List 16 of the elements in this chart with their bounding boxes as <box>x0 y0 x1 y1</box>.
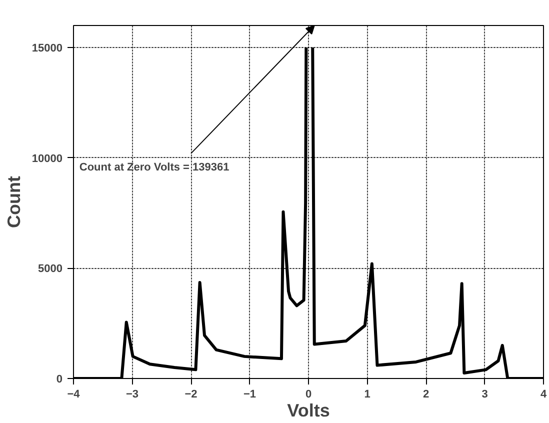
x-tick-label: 0 <box>305 388 312 400</box>
x-tick-label: 3 <box>482 388 488 400</box>
x-tick-label: −1 <box>243 388 256 400</box>
y-tick-label: 0 <box>56 374 63 386</box>
y-tick-label: 15000 <box>32 42 63 55</box>
y-tick-label: 5000 <box>38 263 63 276</box>
annotation: Count at Zero Volts = 139361 <box>79 161 230 174</box>
y-tick-label: 10000 <box>32 152 63 165</box>
x-tick-label: −3 <box>126 388 139 400</box>
x-tick-label: −4 <box>67 388 81 400</box>
y-axis-title: Count <box>4 176 24 228</box>
x-axis-title: Volts <box>287 400 330 420</box>
x-tick-label: 1 <box>364 388 370 400</box>
x-tick-label: −2 <box>184 388 198 400</box>
x-tick-label: 2 <box>422 388 430 400</box>
x-tick-label: 4 <box>540 388 548 400</box>
